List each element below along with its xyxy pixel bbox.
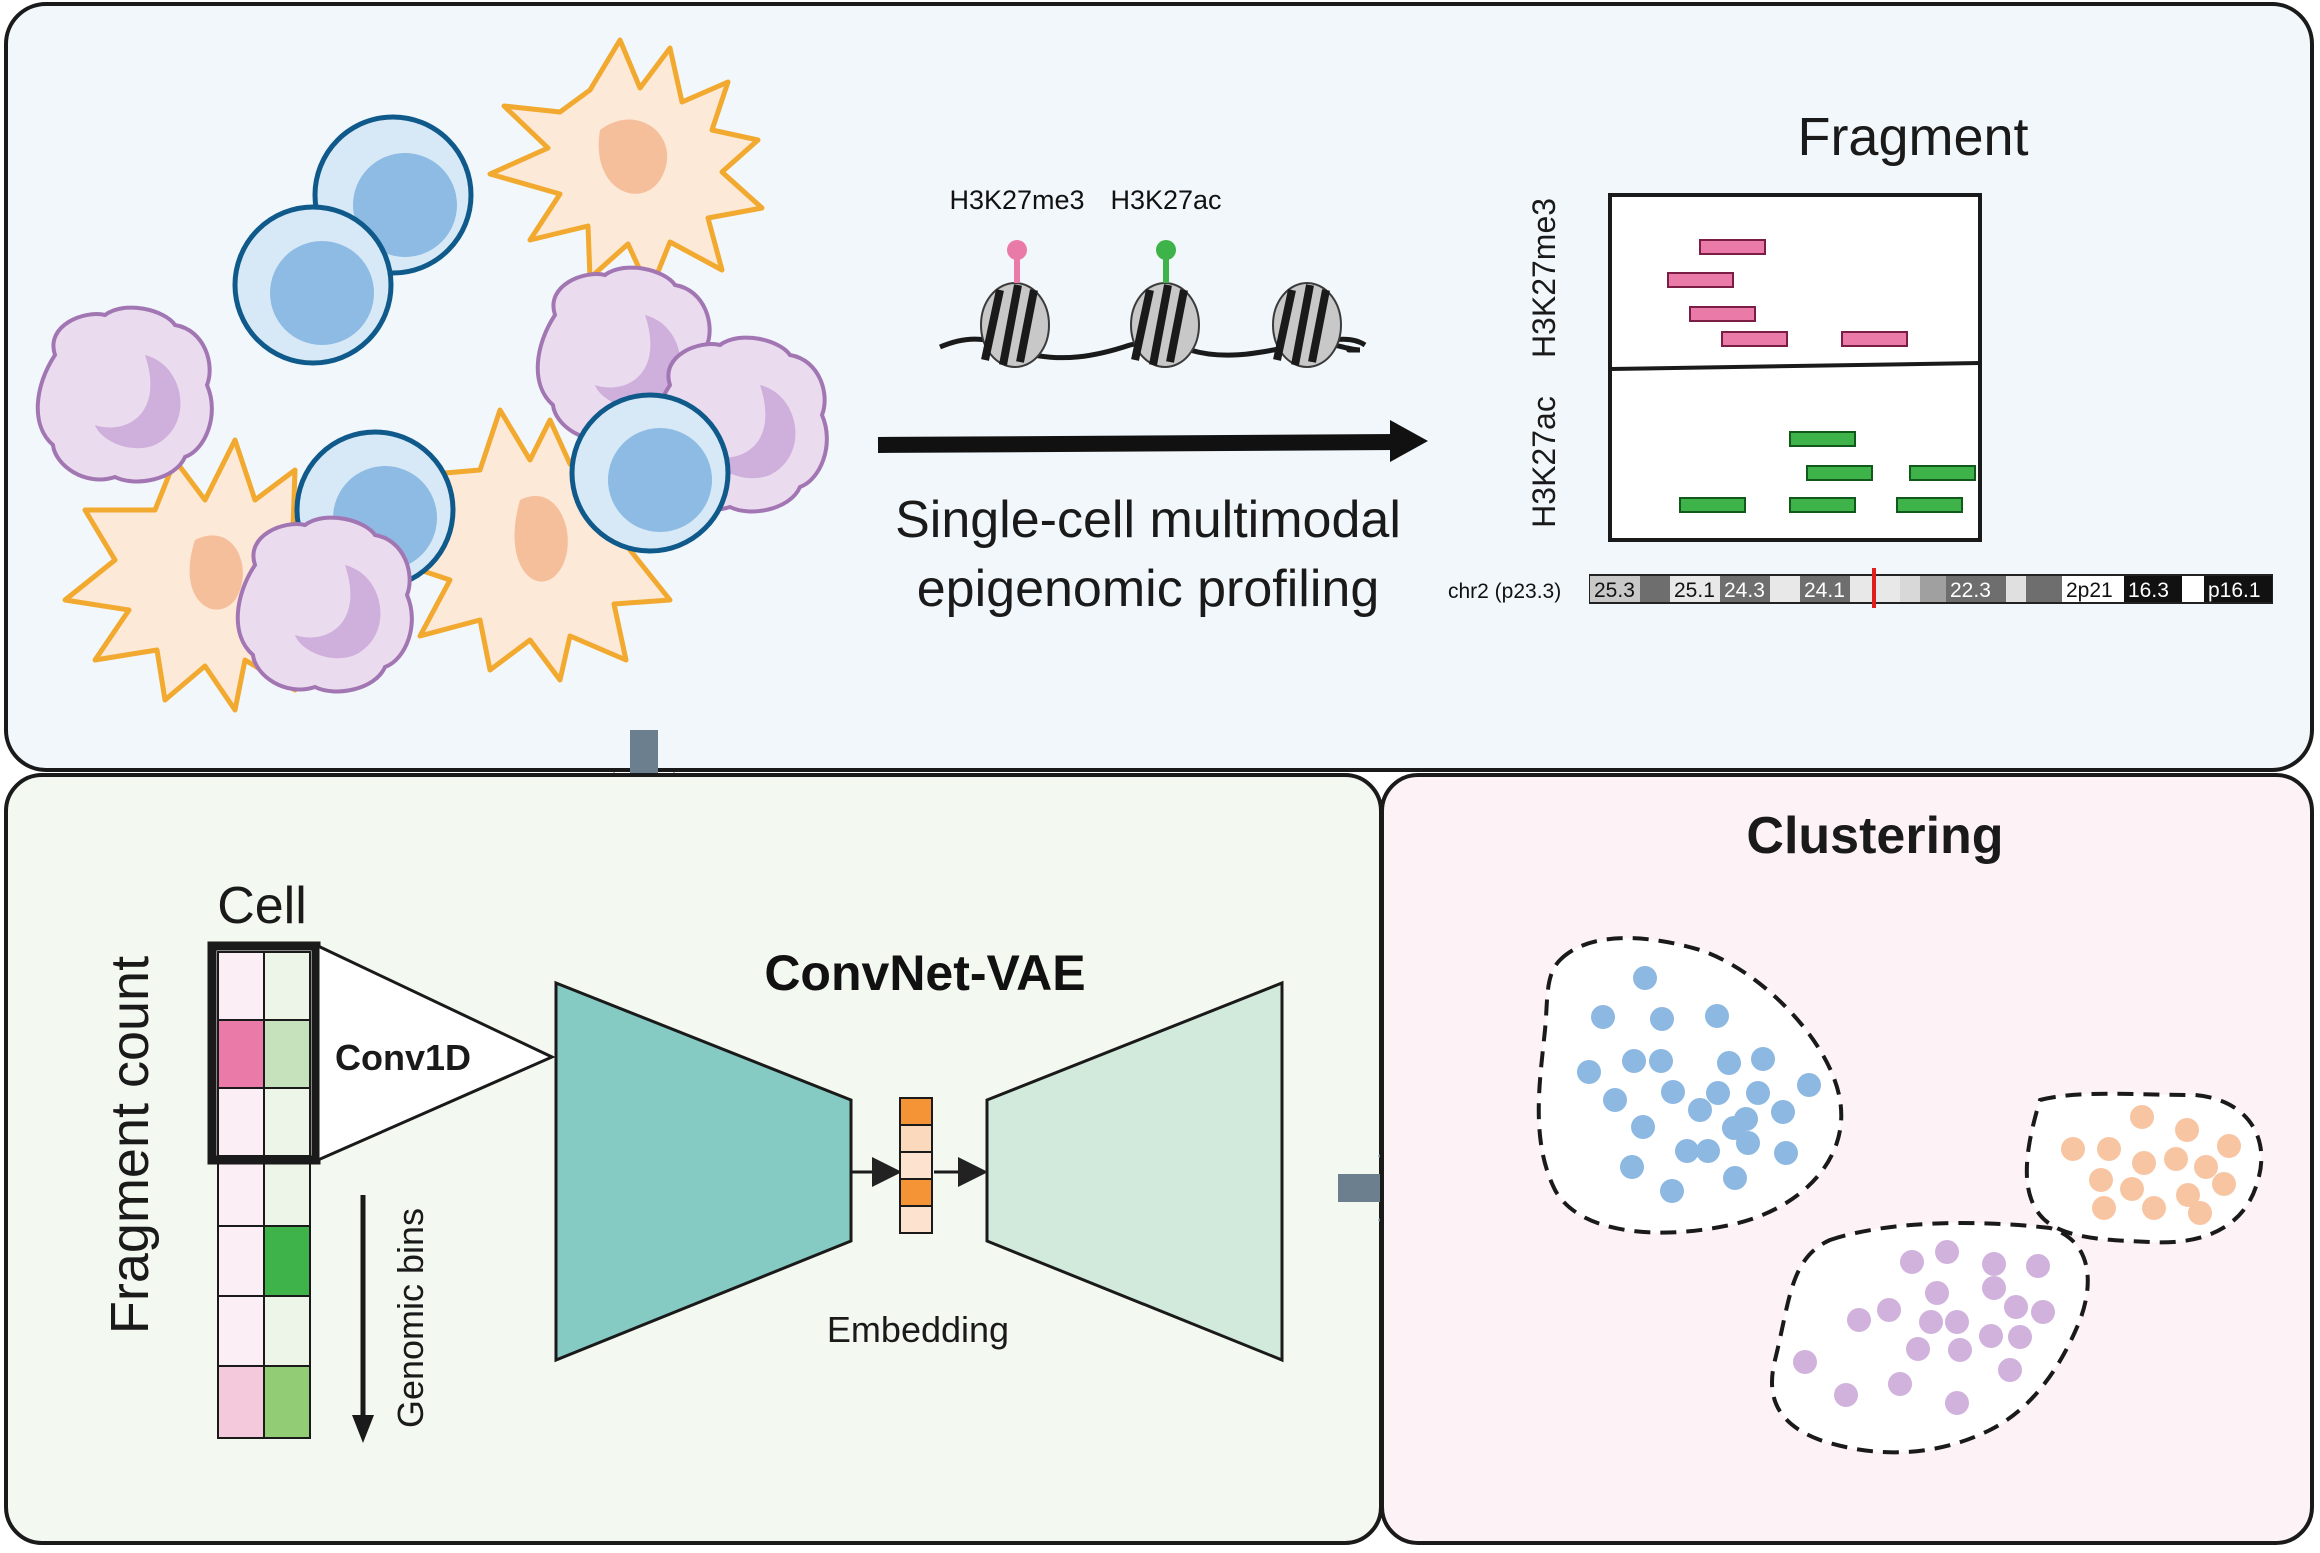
mark-label-h3k27ac: H3K27ac xyxy=(1110,185,1221,215)
fragment-bar xyxy=(1896,497,1963,513)
nucleosome-icon xyxy=(1130,282,1200,368)
band-label: 2p21 xyxy=(2066,579,2113,602)
macrophage-icon xyxy=(235,515,414,694)
conv-window xyxy=(207,941,321,1165)
cells-illustration xyxy=(35,37,829,713)
fragment-bar xyxy=(1789,431,1856,447)
h3k27ac-mark-icon xyxy=(1156,240,1176,260)
fragment-bar xyxy=(1689,306,1756,322)
fragment-bar xyxy=(1841,331,1908,347)
mark-label-h3k27me3: H3K27me3 xyxy=(949,185,1084,215)
nucleosome-icon xyxy=(1272,282,1342,368)
band-label: 22.3 xyxy=(1950,579,1991,602)
chromosome-ideogram: chr2 (p23.3) 25.3 25.1 24.3 24.1 22.3 xyxy=(1448,568,2273,608)
dendritic-cell-icon xyxy=(487,37,765,295)
model-panel: Cell Fragment count Conv1D Genomic bins xyxy=(4,773,1383,1545)
band-label: 24.3 xyxy=(1724,579,1765,602)
chromatin-diagram: H3K27me3 H3K27ac xyxy=(939,185,1367,368)
encoder-block xyxy=(554,980,853,1363)
genomic-bins-label: Genomic bins xyxy=(390,1208,431,1428)
fragment-count-matrix xyxy=(217,951,311,1439)
cluster-points-purple xyxy=(1793,1240,2055,1415)
embedding-label: Embedding xyxy=(827,1309,1009,1350)
nucleosome-icon xyxy=(980,282,1050,368)
fragment-bar xyxy=(1679,497,1746,513)
fragment-count-axis-label: Fragment count xyxy=(100,956,160,1334)
top-panel: H3K27me3 H3K27ac Single-cell multimodal … xyxy=(4,2,2314,772)
fragment-bar xyxy=(1909,465,1976,481)
band-label: 25.1 xyxy=(1674,579,1715,602)
track-divider xyxy=(1609,361,1981,371)
conv1d-kernel xyxy=(316,943,556,1163)
process-arrow xyxy=(877,420,1428,462)
cluster-boundary-blue xyxy=(1536,936,1844,1235)
fragment-bar xyxy=(1721,331,1788,347)
convnet-vae-title: ConvNet-VAE xyxy=(764,945,1085,1001)
t-cell-icon xyxy=(569,392,731,554)
fragment-bar xyxy=(1667,272,1734,288)
h3k27me3-mark-icon xyxy=(1007,240,1027,260)
fragment-bar xyxy=(1699,239,1766,255)
fragment-bar xyxy=(1789,497,1856,513)
h3k27ac-fragments xyxy=(1679,431,1976,513)
chromosome-label: chr2 (p23.3) xyxy=(1448,580,1561,603)
band-label: 16.3 xyxy=(2128,579,2169,602)
decoder-block xyxy=(985,980,1284,1363)
fragment-bar xyxy=(1806,465,1873,481)
t-cell-icon xyxy=(232,204,394,366)
band-label: 24.1 xyxy=(1804,579,1845,602)
process-label-line2: epigenomic profiling xyxy=(917,560,1380,618)
cell-label: Cell xyxy=(217,877,307,935)
cluster-panel: Clustering xyxy=(1380,773,2314,1545)
fragment-track-panel: Fragment H3K27me3 H3K27ac xyxy=(1526,107,2029,542)
clustering-title: Clustering xyxy=(1746,807,2003,865)
track-label-h3k27me3: H3K27me3 xyxy=(1526,198,1562,358)
embedding-vector xyxy=(899,1097,933,1234)
track-label-h3k27ac: H3K27ac xyxy=(1526,396,1562,528)
cluster-points-orange xyxy=(2061,1105,2241,1225)
conv1d-label: Conv1D xyxy=(335,1037,471,1078)
cluster-points-blue xyxy=(1577,966,1821,1203)
fragment-title: Fragment xyxy=(1797,107,2028,167)
h3k27me3-fragments xyxy=(1667,239,1908,347)
band-label: p16.1 xyxy=(2208,579,2261,602)
process-label-line1: Single-cell multimodal xyxy=(895,491,1401,549)
band-label: 25.3 xyxy=(1594,579,1635,602)
macrophage-icon xyxy=(35,305,214,484)
